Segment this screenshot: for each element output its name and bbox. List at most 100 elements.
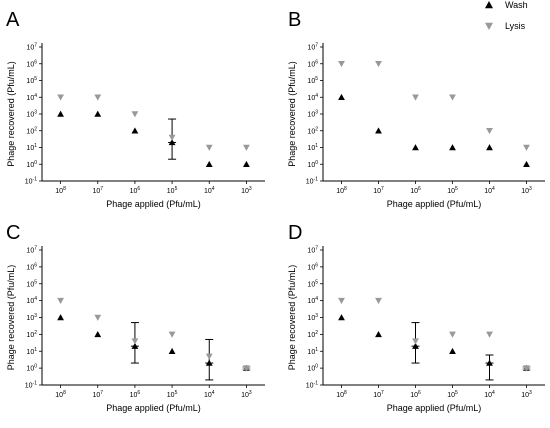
x-tick-label-base: 10 xyxy=(373,392,381,399)
y-tick-label-base: 10 xyxy=(26,162,34,169)
x-tick-label-exp: 6 xyxy=(418,186,421,192)
y-tick-label-base: 10 xyxy=(26,45,34,52)
y-tick-label: 103 xyxy=(26,313,37,322)
y-tick-label-base: 10 xyxy=(307,264,315,271)
y-tick-label-base: 10 xyxy=(25,383,33,390)
x-tick-label: 106 xyxy=(410,390,421,399)
lysis-point xyxy=(338,61,345,68)
legend-label-lysis: Lysis xyxy=(505,21,526,31)
x-tick-label: 107 xyxy=(92,390,103,399)
x-tick-label-base: 10 xyxy=(204,188,212,195)
y-tick-label-base: 10 xyxy=(26,349,34,356)
y-tick-label-exp: -1 xyxy=(314,381,319,387)
y-tick-label: 103 xyxy=(26,110,37,119)
wash-point xyxy=(168,139,176,146)
wash-point xyxy=(57,110,64,117)
x-tick-label: 106 xyxy=(130,186,141,195)
y-tick-label-exp: -1 xyxy=(33,177,38,183)
panel-letter: D xyxy=(288,222,302,244)
x-tick-label-base: 10 xyxy=(373,188,381,195)
y-tick-label-exp: 2 xyxy=(315,126,318,132)
wash-point xyxy=(412,144,419,151)
y-tick-label-base: 10 xyxy=(26,264,34,271)
lysis-point xyxy=(94,314,102,321)
y-tick-label-base: 10 xyxy=(26,332,34,339)
x-tick-label-exp: 3 xyxy=(249,390,252,396)
y-tick-label-exp: 0 xyxy=(315,160,318,166)
x-tick-label-exp: 4 xyxy=(492,186,495,192)
y-tick-label-base: 10 xyxy=(307,61,315,68)
y-tick-label-exp: 4 xyxy=(34,296,37,302)
wash-point xyxy=(168,347,176,354)
y-axis-label: Phage recovered (Pfu/mL) xyxy=(287,265,297,371)
x-tick-label-exp: 8 xyxy=(63,390,66,396)
y-tick-label-exp: 6 xyxy=(34,59,37,65)
x-tick-label-base: 10 xyxy=(130,188,138,195)
y-tick-label-base: 10 xyxy=(307,162,315,169)
lysis-point xyxy=(375,61,382,68)
y-tick-label: 104 xyxy=(307,296,318,305)
x-tick-label-exp: 7 xyxy=(381,186,384,192)
panel-letter: C xyxy=(6,222,20,244)
y-tick-label-exp: 1 xyxy=(34,143,37,149)
y-tick-label-base: 10 xyxy=(26,128,34,135)
y-tick-label-base: 10 xyxy=(307,366,315,373)
wash-point xyxy=(338,93,345,100)
y-tick-label-exp: 3 xyxy=(34,110,37,116)
y-tick-label-exp: 6 xyxy=(315,59,318,65)
y-tick-label-exp: 0 xyxy=(34,364,37,370)
y-tick-label-exp: 3 xyxy=(34,313,37,319)
y-tick-label-base: 10 xyxy=(307,95,315,102)
x-tick-label: 104 xyxy=(484,390,495,399)
x-tick-label: 105 xyxy=(167,390,178,399)
lysis-point xyxy=(168,331,176,338)
x-tick-label-exp: 8 xyxy=(344,390,347,396)
x-tick-label: 106 xyxy=(410,186,421,195)
y-tick-label-exp: 7 xyxy=(315,246,318,252)
x-tick-label-base: 10 xyxy=(521,392,529,399)
x-tick-label-base: 10 xyxy=(92,188,100,195)
lysis-point xyxy=(486,331,493,338)
y-tick-label: 10-1 xyxy=(25,381,37,390)
x-tick-label-base: 10 xyxy=(484,188,492,195)
lysis-point xyxy=(412,94,419,101)
y-tick-label-exp: 3 xyxy=(315,313,318,319)
x-tick-label-base: 10 xyxy=(447,188,455,195)
x-tick-label-exp: 5 xyxy=(455,186,458,192)
y-tick-label: 10-1 xyxy=(306,177,318,186)
y-tick-label-exp: 0 xyxy=(34,160,37,166)
y-tick-label-exp: 1 xyxy=(315,347,318,353)
x-tick-label-base: 10 xyxy=(410,392,418,399)
x-tick-label: 105 xyxy=(447,390,458,399)
x-tick-label-exp: 5 xyxy=(175,186,178,192)
legend-marker-wash xyxy=(485,1,493,9)
y-tick-label-base: 10 xyxy=(25,179,33,186)
y-tick-label-base: 10 xyxy=(307,332,315,339)
x-tick-label: 108 xyxy=(336,390,347,399)
lysis-point xyxy=(243,365,250,372)
y-tick-label: 107 xyxy=(307,43,318,52)
y-tick-label-base: 10 xyxy=(26,315,34,322)
lysis-point xyxy=(449,94,456,101)
y-tick-label-exp: 4 xyxy=(34,93,37,99)
lysis-point xyxy=(523,144,530,151)
y-tick-label-exp: 2 xyxy=(34,330,37,336)
wash-point xyxy=(131,127,139,134)
x-axis-label: Phage applied (Pfu/mL) xyxy=(106,403,201,413)
y-tick-label-exp: 1 xyxy=(34,347,37,353)
wash-point xyxy=(243,160,250,167)
x-tick-label: 103 xyxy=(241,186,252,195)
x-tick-label: 104 xyxy=(484,186,495,195)
y-tick-label-exp: 4 xyxy=(315,296,318,302)
y-tick-label-base: 10 xyxy=(307,298,315,305)
series-wash xyxy=(338,314,530,381)
y-tick-label-base: 10 xyxy=(26,78,34,85)
x-tick-label-exp: 8 xyxy=(63,186,66,192)
y-tick-label-base: 10 xyxy=(26,145,34,152)
y-tick-label-exp: -1 xyxy=(314,177,319,183)
x-tick-label-exp: 4 xyxy=(212,186,215,192)
y-tick-label: 100 xyxy=(26,160,37,169)
y-axis-label: Phage recovered (Pfu/mL) xyxy=(287,61,297,167)
